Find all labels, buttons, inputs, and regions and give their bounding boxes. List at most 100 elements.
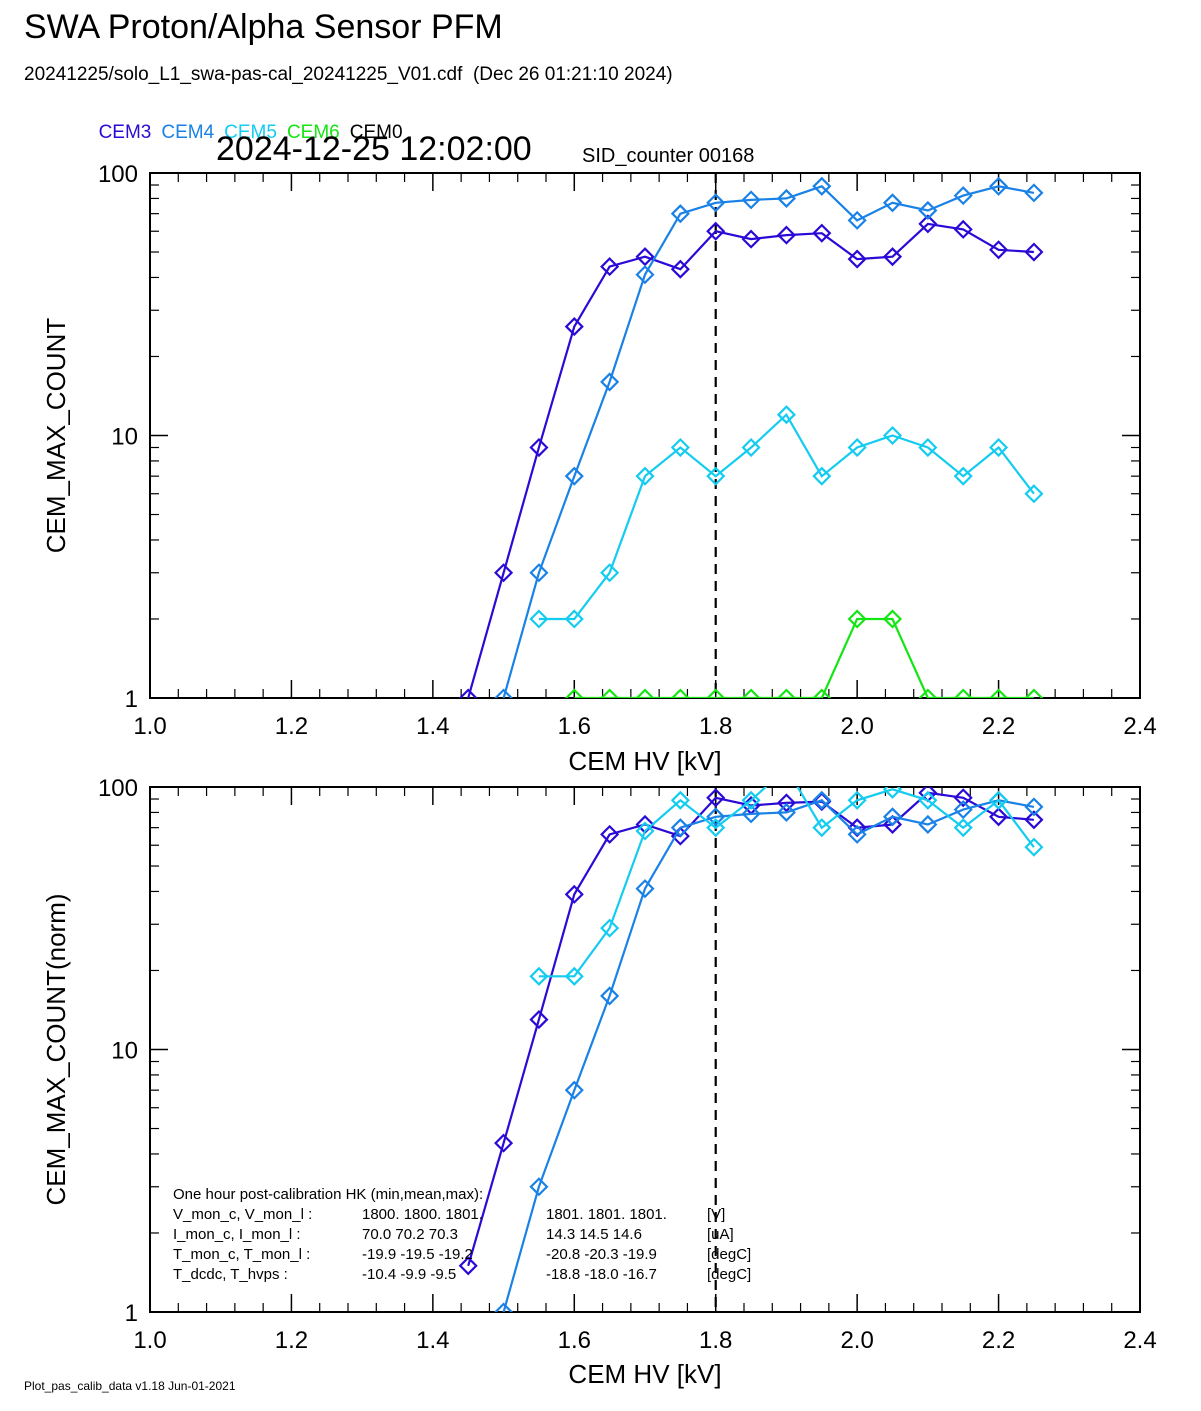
data-point — [529, 563, 549, 583]
hk-c-values: 70.0 70.2 70.3 — [362, 1226, 458, 1243]
data-point — [918, 214, 938, 234]
hk-title: One hour post-calibration HK (min,mean,m… — [173, 1186, 483, 1203]
series-cem4 — [494, 176, 1044, 698]
data-point — [812, 688, 832, 698]
data-point — [918, 814, 938, 835]
hk-c-values: -10.4 -9.9 -9.5 — [362, 1266, 456, 1283]
data-point — [953, 186, 973, 206]
data-point — [706, 688, 726, 698]
y-tick-label: 10 — [111, 424, 138, 451]
series-line — [574, 617, 1034, 698]
data-point — [776, 793, 796, 813]
data-point — [741, 804, 761, 824]
data-point — [989, 807, 1009, 827]
data-point — [847, 437, 867, 458]
data-point — [918, 437, 938, 458]
footer-version: Plot_pas_calib_data v1.18 Jun-01-2021 — [24, 1379, 236, 1393]
data-point — [564, 317, 584, 337]
data-point — [989, 790, 1009, 810]
data-point — [600, 563, 620, 583]
x-tick-label: 1.8 — [699, 713, 732, 740]
data-point — [670, 818, 690, 838]
data-point — [847, 210, 867, 230]
data-point — [529, 966, 549, 986]
series-line — [538, 787, 1035, 978]
x-tick-label: 2.4 — [1123, 713, 1156, 740]
data-point — [812, 466, 832, 486]
data-point — [953, 818, 973, 838]
hk-unit: [degC] — [707, 1266, 751, 1283]
data-point — [847, 790, 867, 810]
data-point — [989, 437, 1009, 458]
hk-label: T_dcdc, T_hvps : — [173, 1266, 288, 1283]
x-tick-label: 1.4 — [416, 1327, 449, 1354]
x-tick-label: 2.0 — [840, 713, 873, 740]
y-axis-label: CEM_MAX_COUNT — [41, 318, 71, 554]
x-tick-label: 2.0 — [840, 1327, 873, 1354]
hk-c-values: -19.9 -19.5 -19.2 — [362, 1246, 473, 1263]
series-line — [538, 412, 1035, 621]
data-point — [458, 688, 478, 698]
data-point — [918, 688, 938, 698]
data-point — [670, 790, 690, 810]
hk-l-values: 14.3 14.5 14.6 — [546, 1226, 642, 1243]
data-point — [600, 257, 620, 277]
data-point — [494, 1133, 514, 1153]
data-point — [776, 802, 796, 822]
data-point — [812, 790, 832, 810]
data-point — [564, 466, 584, 486]
data-point — [670, 437, 690, 458]
data-point — [670, 688, 690, 698]
legend: CEM3 CEM4 CEM5 CEM6 CEM0 — [88, 100, 413, 144]
x-tick-label: 1.2 — [275, 713, 308, 740]
data-point — [989, 688, 1009, 698]
hk-c-values: 1800. 1800. 1801. — [362, 1206, 483, 1223]
data-point — [1024, 183, 1044, 203]
data-point — [778, 760, 794, 776]
data-point — [706, 466, 726, 486]
data-point — [670, 826, 690, 846]
x-tick-label: 2.2 — [982, 713, 1015, 740]
chart-1: 1.0 1.2 1.4 1.6 1.8 2.0 2.2 2.4 1 10 100 CEM HV [kV… — [41, 161, 1157, 776]
data-point — [882, 609, 903, 629]
data-point — [741, 437, 761, 458]
data-point — [529, 1177, 549, 1197]
data-point — [706, 193, 726, 213]
data-point — [600, 918, 620, 938]
data-point — [600, 824, 620, 844]
data-point — [635, 688, 655, 698]
page-title: SWA Proton/Alpha Sensor PFM — [24, 8, 503, 46]
sid-counter: SID_counter 00168 — [582, 145, 755, 167]
series-cem5 — [529, 760, 1044, 986]
data-point — [600, 372, 620, 392]
data-point — [953, 800, 973, 820]
data-point — [741, 190, 761, 210]
data-point — [882, 787, 903, 799]
data-point — [847, 824, 867, 844]
data-point — [529, 1010, 549, 1030]
series-cem4 — [494, 790, 1044, 1312]
legend-cem4: CEM4 — [161, 122, 215, 143]
legend-cem3: CEM3 — [98, 122, 152, 143]
data-point — [953, 788, 973, 808]
data-point — [1024, 484, 1044, 504]
series-cem5 — [529, 405, 1044, 629]
data-point — [564, 1080, 584, 1100]
y-tick-label: 100 — [98, 161, 138, 188]
hk-unit: [uA] — [707, 1226, 734, 1243]
hk-label: V_mon_c, V_mon_l : — [173, 1206, 312, 1223]
data-point — [670, 204, 690, 224]
hk-l-values: 1801. 1801. 1801. — [546, 1206, 667, 1223]
y-tick-label: 100 — [98, 775, 138, 802]
file-subtitle: 20241225/solo_L1_swa-pas-cal_20241225_V0… — [24, 64, 673, 85]
data-point — [564, 884, 584, 904]
data-point — [635, 247, 655, 267]
data-point — [882, 193, 903, 213]
data-point — [1024, 242, 1044, 262]
x-tick-label: 2.4 — [1123, 1327, 1156, 1354]
y-tick-label: 1 — [125, 686, 138, 713]
legend-cem6: CEM6 — [286, 122, 340, 143]
data-point — [953, 688, 973, 698]
data-point — [635, 879, 655, 899]
